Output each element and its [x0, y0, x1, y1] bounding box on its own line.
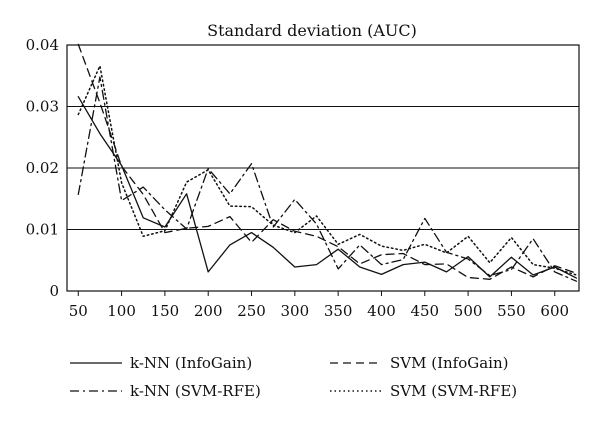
y-tick-label: 0.03 [26, 98, 59, 116]
y-tick-label: 0.02 [26, 159, 59, 177]
plot-frame [66, 44, 580, 292]
y-tick-label: 0.01 [26, 221, 59, 239]
x-axis-ticks: 50 100 150 200 250 300 350 400 450 500 550 600 [69, 291, 569, 320]
x-tick-label: 350 [324, 302, 353, 320]
series-line-1 [77, 43, 578, 280]
x-tick-label: 50 [69, 302, 88, 320]
gridlines [67, 106, 579, 230]
x-tick-label: 300 [281, 302, 310, 320]
series-line-0 [77, 96, 578, 279]
x-tick-label: 600 [540, 302, 569, 320]
x-tick-label: 100 [107, 302, 136, 320]
legend-label-0: k-NN (InfoGain) [130, 354, 252, 372]
legend-label-2: k-NN (SVM-RFE) [130, 382, 261, 400]
y-tick-label: 0.04 [26, 36, 59, 54]
y-axis-ticks: 0 0.01 0.02 0.03 0.04 [26, 36, 59, 300]
legend: k-NN (InfoGain) SVM (InfoGain) k-NN (SVM-R… [70, 354, 517, 400]
x-tick-label: 150 [151, 302, 180, 320]
chart-title: Standard deviation (AUC) [207, 21, 417, 40]
x-tick-label: 400 [367, 302, 396, 320]
legend-label-3: SVM (SVM-RFE) [390, 382, 517, 400]
x-tick-label: 250 [237, 302, 266, 320]
y-tick-label: 0 [49, 282, 59, 300]
series-line-2 [77, 76, 578, 282]
legend-label-1: SVM (InfoGain) [390, 354, 509, 372]
x-tick-label: 200 [194, 302, 223, 320]
series-line-3 [77, 65, 578, 276]
x-tick-label: 550 [497, 302, 526, 320]
x-tick-label: 500 [454, 302, 483, 320]
x-tick-label: 450 [410, 302, 439, 320]
series-lines [77, 43, 578, 282]
